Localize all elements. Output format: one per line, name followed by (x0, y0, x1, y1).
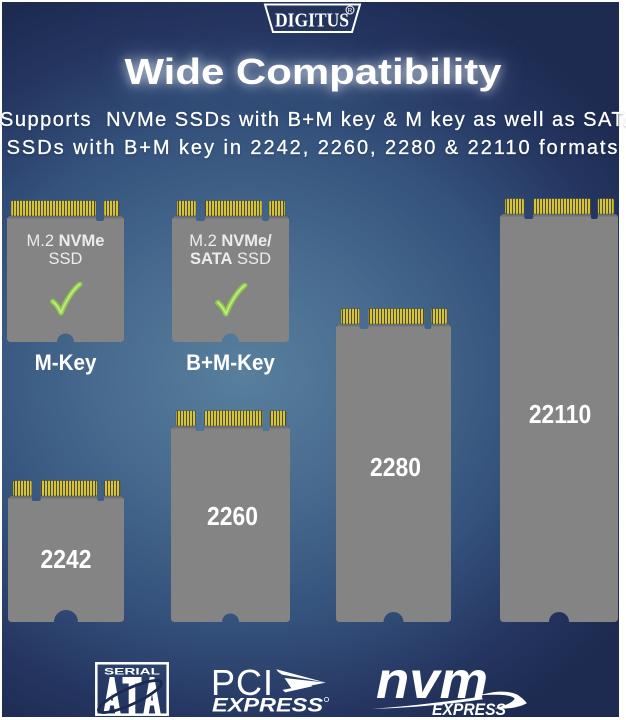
svg-text:EXPRESS: EXPRESS (432, 700, 507, 719)
svg-text:SERIAL: SERIAL (104, 666, 160, 677)
svg-text:EXPRESS: EXPRESS (212, 696, 323, 717)
svg-text:R: R (348, 8, 353, 15)
svg-text:PCI: PCI (211, 665, 274, 703)
svg-text:DIGITUS: DIGITUS (275, 10, 349, 32)
svg-text:nvm: nvm (376, 658, 488, 710)
